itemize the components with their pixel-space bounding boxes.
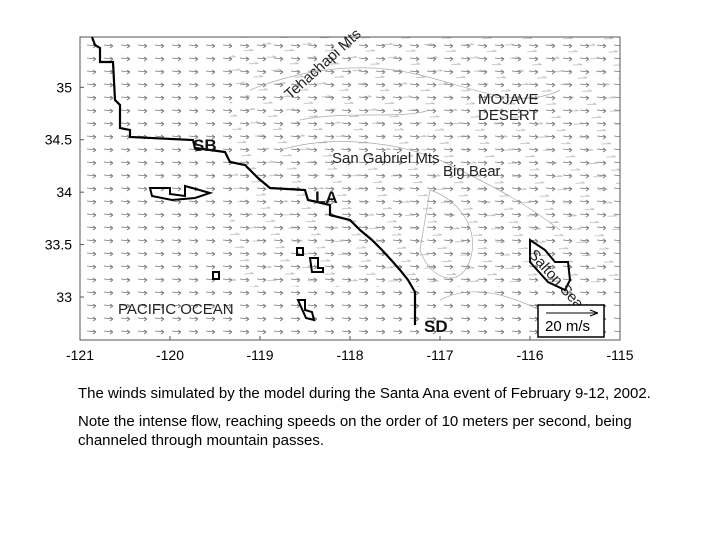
map-label: Big Bear [443,163,501,180]
caption: The winds simulated by the model during … [78,384,668,459]
scale-label: 20 m/s [545,318,590,335]
wind-field [230,37,620,287]
x-tick-label: -119 [247,347,274,363]
terrain-contours [249,67,561,321]
y-tick-label: 34 [56,184,72,200]
x-tick-label: -116 [517,347,544,363]
y-tick-label: 33 [56,289,72,305]
y-tick-label: 33.5 [45,237,72,253]
caption-text: Note the intense flow, reaching speeds o… [78,413,632,449]
x-tick-label: -120 [156,347,184,363]
coastline [90,36,417,325]
map-label: San Gabriel Mts [332,150,440,167]
caption-text: The winds simulated by the model during … [78,385,651,402]
map-label: SB [193,136,217,155]
scale-arrow [546,309,599,317]
x-tick-label: -117 [427,347,454,363]
map-label: PACIFIC OCEAN [118,301,234,318]
map-label: LA [315,188,338,207]
x-tick-label: -115 [607,347,634,363]
x-tick-label: -118 [337,347,364,363]
map: Tehachapi Mts MOJAVE DESERT SB San Gabri… [45,26,634,363]
y-tick-label: 35 [56,79,72,95]
map-label: DESERT [478,107,539,124]
x-tick-label: -121 [66,347,94,363]
map-label: MOJAVE [478,91,539,108]
map-label: SD [424,317,448,336]
y-tick-label: 34.5 [45,132,72,148]
islands [148,184,572,322]
scale-box [537,304,605,338]
